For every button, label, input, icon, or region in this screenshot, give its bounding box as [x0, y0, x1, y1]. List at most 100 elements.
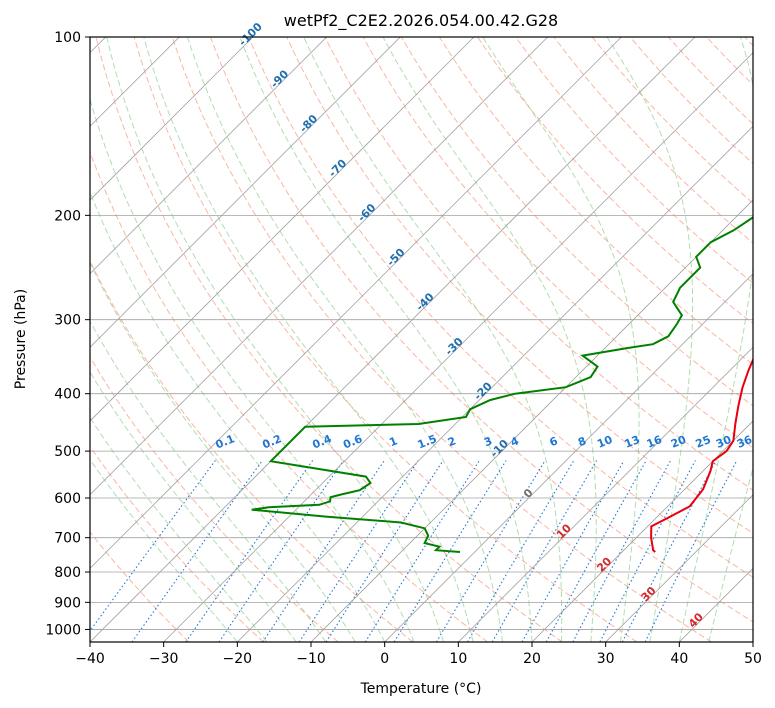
- x-tick-label: −30: [149, 651, 179, 667]
- chart-title: wetPf2_C2E2.2026.054.00.42.G28: [284, 11, 558, 31]
- mixing-ratio-label: 0.6: [341, 432, 364, 451]
- x-tick-label: 40: [670, 651, 688, 667]
- mixing-ratio-line: [545, 460, 647, 642]
- mixing-ratio-line: [325, 460, 444, 642]
- mixing-ratio-label: 4: [509, 434, 521, 449]
- x-tick-label: −10: [296, 651, 326, 667]
- isotherms: [90, 37, 753, 642]
- x-tick-label: −40: [75, 651, 105, 667]
- moist-adiabat-line: [187, 37, 503, 642]
- y-tick-label: 300: [54, 313, 81, 329]
- y-tick-label: 100: [54, 30, 81, 46]
- dry-adiabat-line: [210, 37, 753, 623]
- isotherm-line: [90, 37, 696, 642]
- x-tick-label: 30: [597, 651, 615, 667]
- dry-adiabat-label: -80: [297, 112, 320, 135]
- x-tick-label: 0: [380, 651, 389, 667]
- mixing-ratio-line: [185, 460, 314, 642]
- moist-adiabat-line: [90, 416, 268, 642]
- x-axis-ticks: −40 −30 −20 −10 0 10 20 30 40 50: [75, 642, 762, 667]
- moist-adiabat-line: [106, 37, 445, 642]
- mixing-ratio-label: 10: [595, 433, 614, 451]
- y-tick-label: 600: [54, 491, 81, 507]
- y-tick-label: 900: [54, 595, 81, 611]
- isotherm-line: [163, 52, 753, 642]
- moist-adiabat-line: [143, 37, 474, 642]
- y-tick-label: 400: [54, 387, 81, 403]
- isotherm-line: [310, 199, 753, 642]
- dry-adiabat-label: -60: [355, 201, 378, 224]
- dry-adiabat-line: [324, 37, 753, 491]
- mixing-ratio-label: 1.5: [416, 432, 439, 451]
- isotherm-line: [90, 37, 475, 422]
- moist-adiabat-line: [303, 37, 563, 642]
- dry-adiabat-label: -70: [326, 156, 349, 179]
- plot-frame: [89, 36, 754, 643]
- mixing-ratio-line: [364, 460, 480, 642]
- x-axis-label: Temperature (°C): [360, 681, 482, 697]
- mixing-ratio-label: 30: [714, 433, 733, 451]
- dry-adiabat-line: [400, 37, 753, 407]
- x-tick-label: 20: [523, 651, 541, 667]
- mixing-ratio-label: 0.2: [261, 432, 284, 451]
- mixing-ratio-line: [393, 460, 507, 642]
- dry-adiabat-line: [90, 259, 414, 642]
- moist-adiabat-line: [678, 37, 753, 642]
- mixing-ratio-label: 8: [576, 434, 588, 449]
- moist-adiabat-line: [239, 37, 533, 642]
- dry-adiabat-line: [90, 445, 264, 642]
- isotherm-line: [605, 494, 753, 642]
- mixing-ratio-label: 3: [482, 434, 494, 449]
- moist-adiabat-line: [90, 97, 415, 642]
- temperature-line: [650, 357, 753, 553]
- dry-adiabat-label: -30: [443, 335, 466, 358]
- y-tick-label: 800: [54, 565, 81, 581]
- dry-adiabat-line: [248, 37, 753, 578]
- dry-adiabat-label: -40: [413, 290, 436, 313]
- y-tick-label: 700: [54, 531, 81, 547]
- mixing-ratio-line: [521, 460, 625, 642]
- moist-adiabat-line: [606, 37, 694, 642]
- mixing-ratio-line: [467, 460, 575, 642]
- y-tick-label: 500: [54, 444, 81, 460]
- mixing-ratio-line: [644, 460, 738, 642]
- mixing-ratio-label: 16: [645, 433, 664, 451]
- isotherm-line: [531, 420, 753, 642]
- mixing-ratio-line: [435, 460, 546, 642]
- mixing-ratio-label: 25: [694, 433, 713, 451]
- pressure-gridlines: [90, 37, 753, 630]
- dry-adiabat-line: [477, 37, 753, 325]
- mixing-ratio-line: [262, 460, 385, 642]
- dry-adiabat-line: [515, 37, 753, 284]
- dry-adiabat-line: [591, 37, 753, 204]
- dry-adiabat-line: [668, 37, 753, 125]
- isotherm-line: [90, 37, 548, 496]
- dry-adiabat-line: [90, 531, 190, 642]
- isotherm-line: [90, 37, 622, 569]
- isotherm-line: [237, 125, 753, 642]
- dry-adiabat-line: [553, 37, 753, 244]
- moist-adiabat-line: [482, 37, 640, 642]
- isotherm-line: [90, 37, 327, 275]
- y-tick-label: 200: [54, 208, 81, 224]
- mixing-ratio-line: [491, 460, 598, 642]
- mixing-ratio-line: [131, 460, 263, 642]
- mixing-ratio-line: [218, 460, 344, 642]
- dry-adiabat-line: [90, 150, 488, 642]
- moist-adiabats: [90, 37, 753, 642]
- y-axis-label: Pressure (hPa): [13, 289, 29, 389]
- x-tick-label: 10: [449, 651, 467, 667]
- y-axis-ticks: 1000 900 800 700 600 500 400 300 200 100: [45, 30, 90, 638]
- isotherm-line: [90, 37, 401, 348]
- mixing-ratio-lines: [90, 460, 738, 642]
- dry-adiabat-label: 30: [639, 584, 659, 604]
- moist-adiabat-line: [382, 37, 597, 642]
- dry-adiabat-line: [133, 37, 638, 642]
- dry-adiabat-line: [90, 356, 339, 642]
- dry-adiabat-line: [438, 37, 753, 365]
- isotherm-line: [90, 37, 254, 201]
- moist-adiabat-line: [90, 320, 327, 642]
- mixing-ratio-line: [572, 460, 672, 642]
- mixing-ratio-label: 20: [669, 433, 688, 451]
